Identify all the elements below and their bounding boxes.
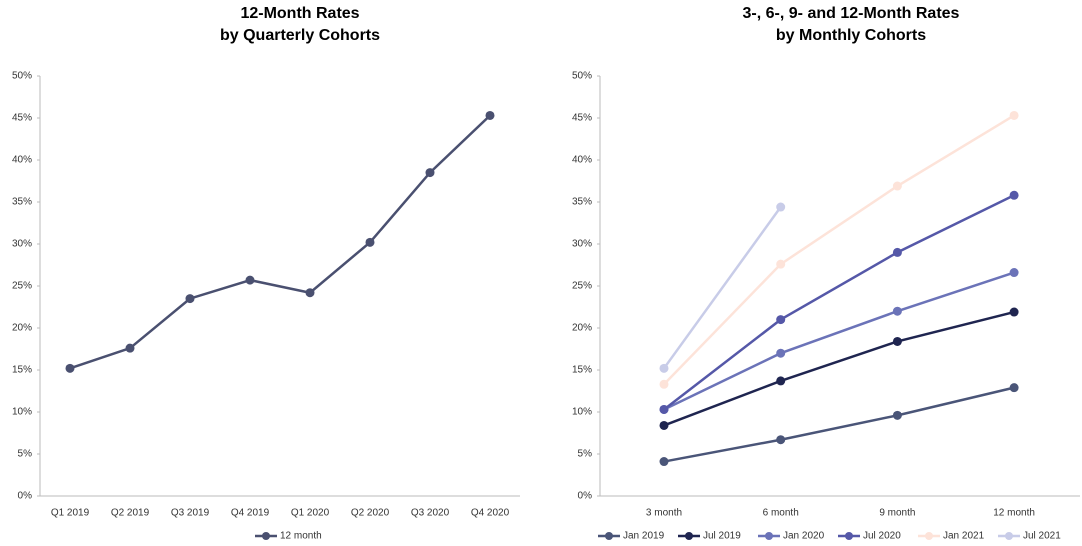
- legend-marker: [262, 532, 270, 540]
- x-tick-label: Q4 2019: [231, 508, 270, 519]
- x-tick-label: Q1 2019: [51, 508, 90, 519]
- y-tick-label: 35%: [572, 197, 592, 208]
- y-tick-label: 25%: [572, 281, 592, 292]
- chart-title: 3-, 6-, 9- and 12-Month Rates by Monthly …: [743, 5, 960, 44]
- y-tick-label: 5%: [18, 449, 33, 460]
- data-point: [1009, 383, 1019, 393]
- data-point: [1009, 110, 1019, 120]
- data-point: [659, 404, 669, 414]
- y-tick-label: 30%: [572, 239, 592, 250]
- data-point: [892, 410, 902, 420]
- x-tick-label: 12 month: [993, 508, 1035, 519]
- x-tick-label: Q4 2020: [471, 508, 510, 519]
- y-tick-label: 35%: [12, 197, 32, 208]
- data-point: [659, 363, 669, 373]
- series-line: [69, 114, 491, 370]
- x-tick-label: 6 month: [763, 508, 799, 519]
- legend-marker: [765, 532, 773, 540]
- x-tick-label: Q3 2020: [411, 508, 450, 519]
- y-tick-label: 40%: [12, 155, 32, 166]
- legend-label: Jan 2020: [783, 531, 825, 542]
- y-tick-label: 20%: [12, 323, 32, 334]
- legend-marker: [1005, 532, 1013, 540]
- data-point: [776, 435, 786, 445]
- data-point: [1009, 268, 1019, 278]
- y-tick-label: 30%: [12, 239, 32, 250]
- series-line: [663, 194, 1015, 411]
- data-point: [659, 420, 669, 430]
- data-point: [776, 376, 786, 386]
- x-tick-label: Q3 2019: [171, 508, 210, 519]
- legend-marker: [685, 532, 693, 540]
- x-tick-label: Q2 2019: [111, 508, 150, 519]
- legend-label: 12 month: [280, 531, 322, 542]
- chart-title: 12-Month Rates by Quarterly Cohorts: [220, 5, 380, 44]
- x-tick-label: 3 month: [646, 508, 682, 519]
- legend-marker: [605, 532, 613, 540]
- data-point: [485, 110, 495, 120]
- x-tick-label: Q1 2020: [291, 508, 330, 519]
- legend-label: Jul 2021: [1023, 531, 1061, 542]
- legend-marker: [845, 532, 853, 540]
- data-point: [892, 247, 902, 257]
- y-tick-label: 45%: [12, 113, 32, 124]
- legend-marker: [925, 532, 933, 540]
- data-point: [776, 315, 786, 325]
- data-point: [125, 343, 135, 353]
- data-point: [892, 306, 902, 316]
- y-tick-label: 45%: [572, 113, 592, 124]
- legend-label: Jul 2020: [863, 531, 901, 542]
- y-tick-label: 50%: [572, 71, 592, 82]
- series-line: [663, 114, 1015, 386]
- data-point: [776, 259, 786, 269]
- data-point: [65, 363, 75, 373]
- data-point: [892, 181, 902, 191]
- data-point: [305, 288, 315, 298]
- y-tick-label: 40%: [572, 155, 592, 166]
- data-point: [245, 275, 255, 285]
- data-point: [892, 336, 902, 346]
- y-tick-label: 15%: [572, 365, 592, 376]
- x-tick-label: 9 month: [879, 508, 915, 519]
- legend-label: Jan 2021: [943, 531, 985, 542]
- y-tick-label: 0%: [578, 491, 593, 502]
- data-point: [185, 294, 195, 304]
- y-tick-label: 5%: [578, 449, 593, 460]
- legend-label: Jan 2019: [623, 531, 665, 542]
- y-tick-label: 25%: [12, 281, 32, 292]
- data-point: [776, 348, 786, 358]
- series-line: [663, 310, 1015, 427]
- data-point: [1009, 307, 1019, 317]
- y-tick-label: 50%: [12, 71, 32, 82]
- data-point: [659, 379, 669, 389]
- series-line: [662, 206, 782, 370]
- data-point: [776, 202, 786, 212]
- y-tick-label: 20%: [572, 323, 592, 334]
- series-line: [663, 271, 1015, 411]
- x-tick-label: Q2 2020: [351, 508, 390, 519]
- data-point: [659, 457, 669, 467]
- series-line: [663, 386, 1015, 463]
- y-tick-label: 10%: [572, 407, 592, 418]
- data-point: [365, 237, 375, 247]
- data-point: [425, 168, 435, 178]
- data-point: [1009, 190, 1019, 200]
- legend-label: Jul 2019: [703, 531, 741, 542]
- y-tick-label: 0%: [18, 491, 33, 502]
- y-tick-label: 15%: [12, 365, 32, 376]
- y-tick-label: 10%: [12, 407, 32, 418]
